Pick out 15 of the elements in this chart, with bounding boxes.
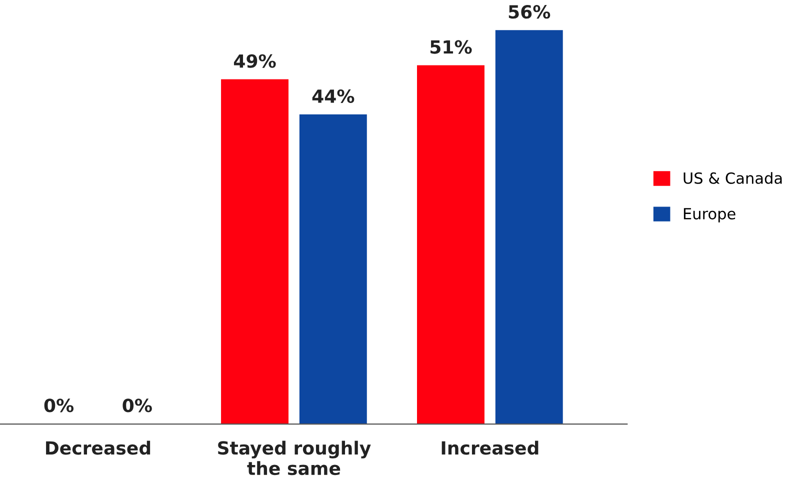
x-tick-label: Stayed roughly the same	[218, 440, 371, 476]
x-tick-label: Increased	[442, 440, 538, 455]
bar	[299, 114, 367, 424]
data-label: 49%	[234, 54, 276, 68]
bar	[417, 65, 484, 424]
legend-label: US & Canada	[684, 172, 782, 184]
data-label: 0%	[122, 398, 152, 412]
data-label: 0%	[44, 398, 74, 412]
data-label: 56%	[508, 5, 550, 19]
x-tick-label: Decreased	[46, 440, 150, 455]
legend-label: Europe	[684, 208, 736, 222]
data-label: 44%	[312, 89, 354, 104]
bar	[221, 79, 289, 424]
data-label: 51%	[430, 40, 472, 54]
bar	[495, 30, 563, 424]
